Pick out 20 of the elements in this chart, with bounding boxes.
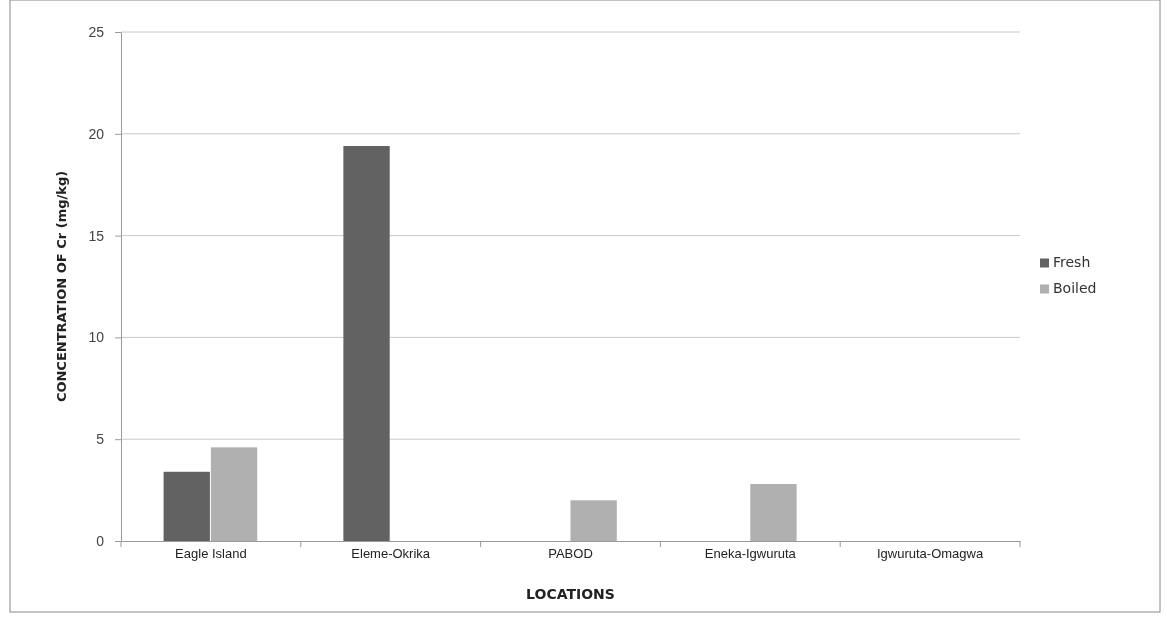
x-axis-title: LOCATIONS [526,586,615,602]
legend-label: Boiled [1053,279,1097,296]
x-tick-label: PABOD [548,546,593,561]
y-axis-title: CONCENTRATION OF Cr (mg/kg) [54,170,69,403]
bar [570,500,617,541]
y-tick-label: 0 [96,532,105,549]
y-tick-label: 25 [88,23,105,40]
y-tick-label: 15 [88,227,105,244]
bar [163,471,210,541]
x-tick-label: Eagle Island [175,546,247,561]
x-tick-label: Igwuruta-Omagwa [876,546,984,561]
y-tick-label: 5 [96,431,105,448]
y-tick-label: 20 [88,125,105,142]
y-tick-label: 10 [88,329,105,346]
bar [343,146,390,541]
x-tick-label: Eleme-Okrika [351,546,431,561]
bar [750,483,797,541]
bar [210,447,258,541]
legend-label: Fresh [1053,253,1091,270]
x-tick-label: Eneka-Igwuruta [704,546,797,561]
